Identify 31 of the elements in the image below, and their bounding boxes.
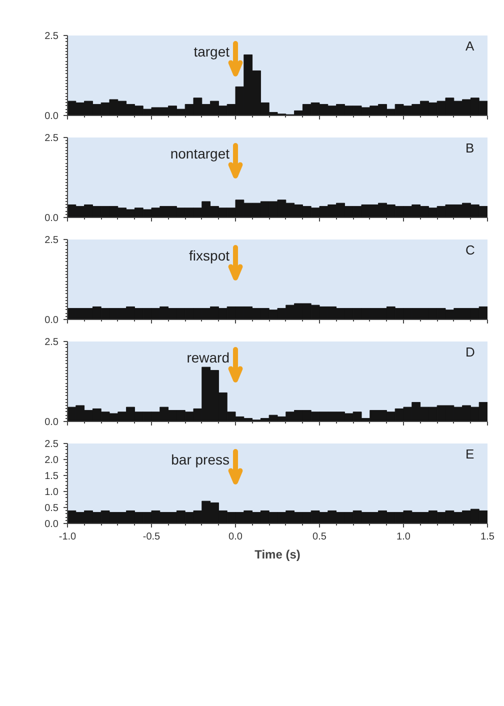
ref-line-label: target	[194, 44, 230, 60]
y-tick-label: 1.0	[44, 487, 59, 498]
y-tick-label: 2.5	[44, 235, 59, 246]
y-tick-label: 2.5	[44, 31, 59, 42]
chart-title: C	[466, 242, 475, 258]
chart-title: A	[466, 38, 474, 54]
y-tick-label: 0.5	[44, 503, 59, 514]
x-tick-label: -0.5	[142, 532, 161, 542]
y-tick-label: 0.0	[44, 519, 59, 530]
chart-title: B	[466, 140, 474, 156]
chart-title: E	[466, 446, 474, 462]
y-tick-label: 2.0	[44, 455, 59, 466]
y-tick-label: 0.0	[44, 417, 59, 428]
chart-title: D	[466, 344, 475, 360]
x-tick-label: -1.0	[58, 532, 77, 542]
y-tick-label: 2.5	[44, 337, 59, 348]
y-tick-label: 0.0	[44, 213, 59, 224]
x-tick-label: 0.5	[312, 532, 327, 542]
y-tick-label: 2.5	[44, 439, 59, 450]
y-tick-label: 0.0	[44, 315, 59, 326]
ref-line-label: bar press	[171, 452, 230, 468]
x-tick-label: 0.0	[228, 532, 243, 542]
x-axis-title: Time (s)	[254, 548, 300, 562]
ref-line-label: nontarget	[170, 146, 230, 162]
y-tick-label: 1.5	[44, 471, 59, 482]
ref-line-label: reward	[186, 350, 230, 366]
x-tick-label: 1.0	[396, 532, 411, 542]
ref-line-label: fixspot	[189, 248, 230, 264]
y-tick-label: 0.0	[44, 111, 59, 122]
y-tick-label: 2.5	[44, 133, 59, 144]
x-tick-label: 1.5	[480, 532, 495, 542]
